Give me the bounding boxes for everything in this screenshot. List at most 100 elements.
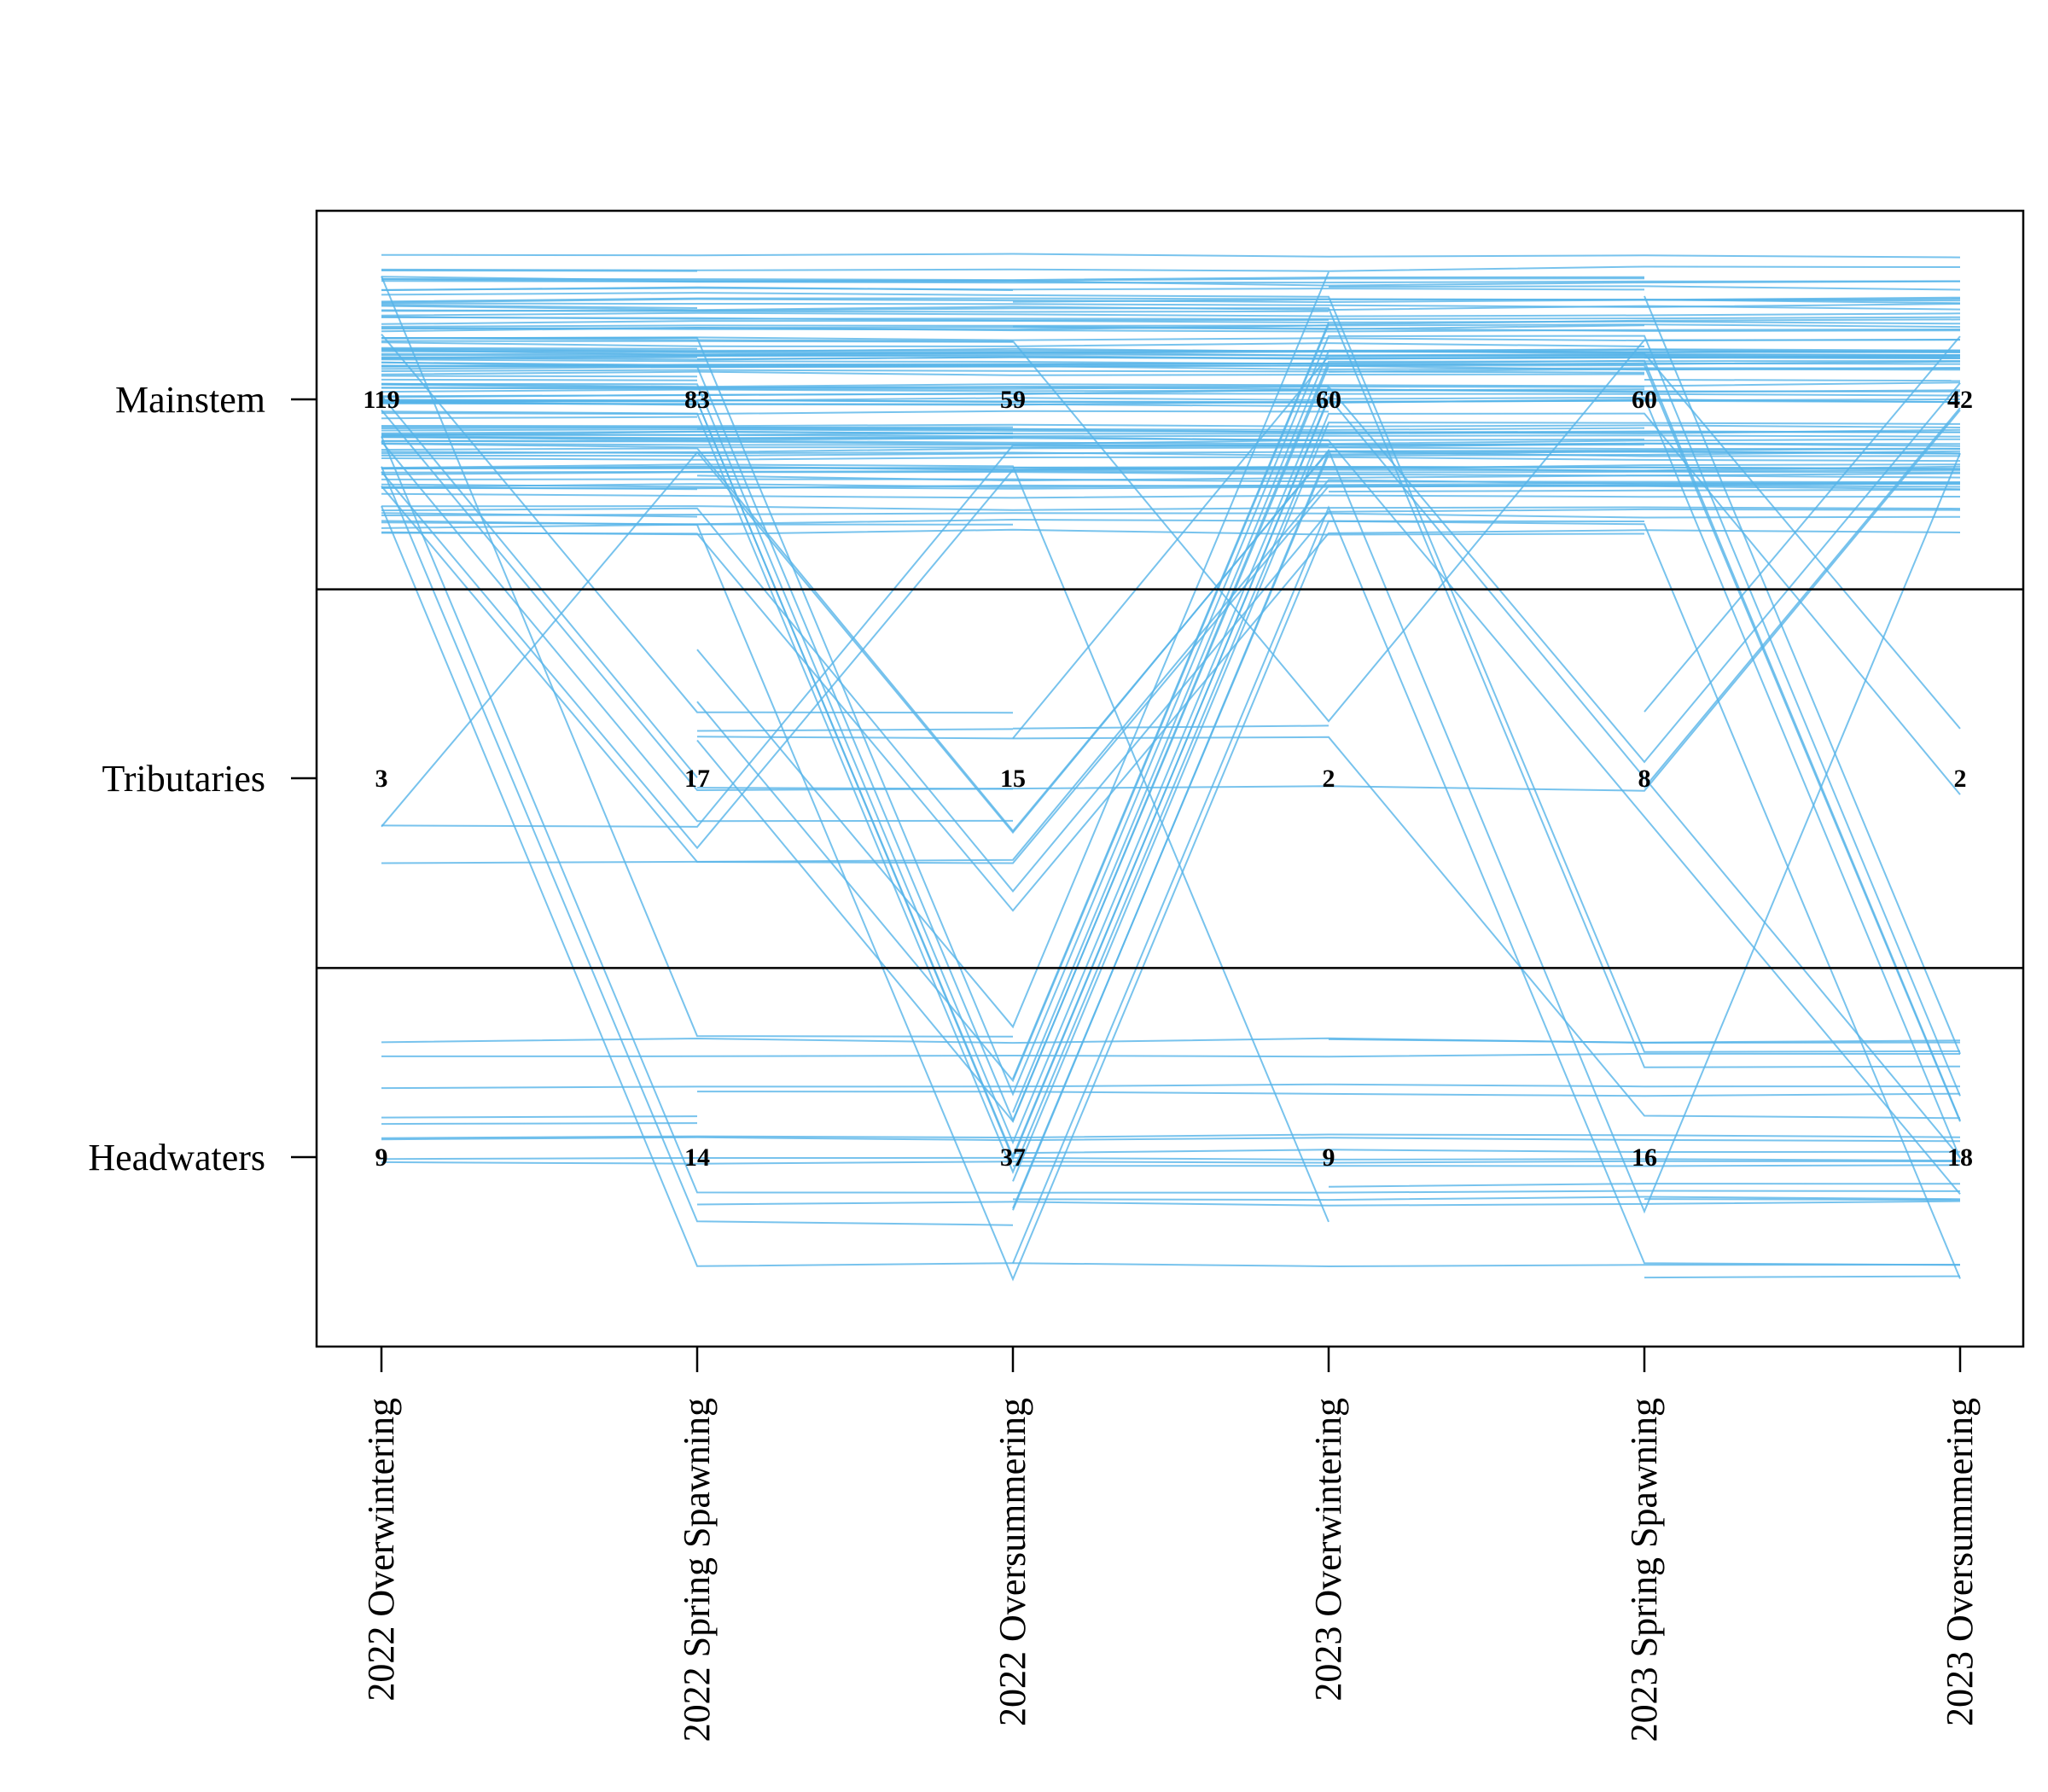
fish-track-line bbox=[381, 383, 1329, 389]
fish-track-line bbox=[1644, 295, 1961, 1055]
fish-track-line bbox=[1328, 285, 1961, 291]
fish-track-line bbox=[381, 386, 1645, 390]
fish-track-line bbox=[381, 466, 1014, 1226]
fish-track-line bbox=[381, 512, 1961, 519]
fish-track-line bbox=[1012, 325, 1961, 332]
fish-track-line bbox=[1012, 724, 1329, 730]
fish-track-line bbox=[381, 370, 1645, 376]
fish-track-line bbox=[381, 359, 1961, 1121]
fish-track-line bbox=[381, 416, 698, 420]
fish-track-line bbox=[696, 1091, 1961, 1097]
fish-track-line bbox=[381, 469, 1961, 474]
y-tick-label: Mainstem bbox=[115, 379, 265, 421]
fish-track-line bbox=[381, 1083, 1961, 1090]
fish-track-line bbox=[1012, 466, 1961, 470]
fish-track-line bbox=[381, 451, 1961, 457]
fish-track-line bbox=[381, 311, 1961, 317]
fish-track-line bbox=[381, 1136, 1961, 1143]
fish-track-line bbox=[381, 323, 1961, 329]
fish-track-line bbox=[381, 302, 1961, 308]
count-label-mainstem: 42 bbox=[1947, 386, 1973, 414]
fish-track-line bbox=[381, 1122, 698, 1126]
fish-track-line bbox=[381, 341, 1645, 347]
fish-track-line bbox=[381, 410, 1961, 1175]
fish-track-line bbox=[381, 409, 1961, 792]
fish-track-line bbox=[381, 436, 1961, 1194]
fish-track-line bbox=[381, 433, 1961, 438]
fish-track-line bbox=[381, 444, 1329, 828]
count-label-headwaters: 18 bbox=[1947, 1143, 1973, 1172]
fish-track-line bbox=[1644, 379, 1961, 382]
fish-track-line bbox=[381, 351, 1961, 357]
fish-track-line bbox=[381, 465, 1961, 472]
fish-track-line bbox=[381, 443, 1645, 449]
fish-track-line bbox=[696, 360, 1961, 1124]
count-label-mainstem: 119 bbox=[363, 386, 399, 414]
fish-track-line bbox=[381, 1156, 1961, 1161]
fish-track-line bbox=[381, 395, 698, 778]
fish-track-line bbox=[381, 492, 1961, 499]
fish-track-line bbox=[696, 728, 1014, 732]
fish-track-line bbox=[381, 440, 1014, 823]
fish-track-line bbox=[1644, 296, 1961, 301]
fish-track-line bbox=[381, 253, 1961, 259]
fish-track-line bbox=[696, 428, 1961, 433]
fish-track-line bbox=[1012, 505, 1961, 1266]
fish-track-line bbox=[1012, 1196, 1961, 1201]
fish-track-line bbox=[381, 381, 1961, 388]
fish-track-line bbox=[381, 456, 1961, 463]
fish-track-line bbox=[381, 1133, 1961, 1139]
count-label-headwaters: 14 bbox=[684, 1143, 710, 1172]
fish-track-line bbox=[381, 375, 698, 378]
fish-track-line bbox=[381, 466, 1961, 850]
fish-track-line bbox=[381, 505, 1961, 1268]
count-label-tributaries: 8 bbox=[1638, 765, 1651, 793]
count-label-headwaters: 9 bbox=[375, 1143, 388, 1172]
fish-track-line bbox=[381, 529, 1961, 912]
fish-track-line bbox=[1328, 1183, 1961, 1188]
x-tick-label: 2022 Overwintering bbox=[360, 1398, 402, 1702]
fish-track-line bbox=[381, 505, 1961, 511]
fish-track-line bbox=[1328, 349, 1961, 354]
fish-track-line bbox=[381, 378, 698, 381]
fish-track-line bbox=[381, 479, 1961, 864]
fish-track-line bbox=[381, 277, 1961, 284]
count-label-mainstem: 59 bbox=[1000, 386, 1026, 414]
fish-track-line bbox=[1013, 1164, 1961, 1167]
count-label-mainstem: 60 bbox=[1632, 386, 1657, 414]
count-label-tributaries: 3 bbox=[375, 765, 388, 793]
count-label-tributaries: 17 bbox=[684, 765, 710, 793]
fish-track-line bbox=[1328, 442, 1961, 449]
count-label-tributaries: 15 bbox=[1000, 765, 1026, 793]
fish-track-line bbox=[381, 356, 698, 360]
fish-track-line bbox=[1644, 1275, 1961, 1279]
fish-track-line bbox=[1012, 422, 1961, 1182]
fish-track-line bbox=[696, 271, 1329, 1029]
counts-layer: 119 83 59 60 60 42 3 17 15 2 8 2 9 14 37 9 16 18 bbox=[363, 386, 1973, 1172]
fish-track-line bbox=[696, 474, 1961, 482]
fish-track-line bbox=[381, 439, 1645, 445]
fish-track-line bbox=[381, 316, 1329, 322]
fish-track-line bbox=[381, 1115, 698, 1119]
fish-track-line bbox=[381, 435, 1961, 1195]
count-label-mainstem: 83 bbox=[684, 386, 710, 414]
x-tick-label: 2022 Oversummering bbox=[992, 1398, 1033, 1726]
x-tick-label: 2023 Spring Spawning bbox=[1623, 1398, 1665, 1742]
fish-track-line bbox=[381, 448, 1961, 1214]
fish-track-line bbox=[1012, 298, 1961, 305]
frame-layer: Mainstem Tributaries Headwaters 2022 Overwi… bbox=[88, 209, 2025, 1742]
fish-track-line bbox=[381, 446, 1961, 828]
fish-track-line bbox=[381, 486, 698, 491]
x-tick-label: 2023 Oversummering bbox=[1939, 1398, 1981, 1726]
tracks-layer bbox=[381, 253, 1961, 1282]
fish-track-line bbox=[1644, 1198, 1961, 1201]
count-label-mainstem: 60 bbox=[1316, 386, 1341, 414]
fish-track-line bbox=[381, 349, 1961, 730]
fish-track-line bbox=[381, 393, 1014, 399]
fish-track-line bbox=[1012, 320, 1961, 1079]
fish-track-line bbox=[381, 335, 1961, 1097]
count-label-headwaters: 16 bbox=[1632, 1143, 1657, 1172]
fish-track-line bbox=[1012, 1149, 1961, 1155]
count-label-headwaters: 9 bbox=[1323, 1143, 1335, 1172]
